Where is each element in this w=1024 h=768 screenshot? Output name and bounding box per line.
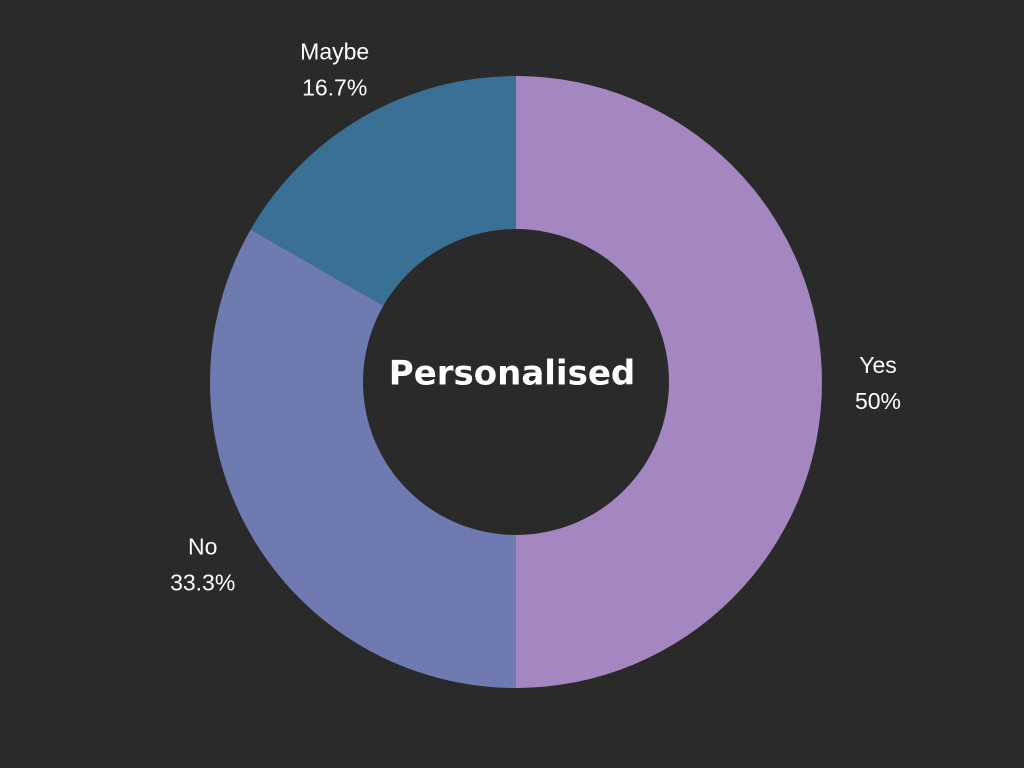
slice-name: Yes (859, 352, 897, 378)
slice-name: No (188, 533, 217, 559)
donut-hole (363, 229, 669, 535)
labels-group: Yes 50% No 33.3% Maybe 16.7% (170, 39, 901, 596)
slice-percent: 33.3% (170, 569, 235, 595)
slice-label-no: No 33.3% (170, 533, 235, 595)
slice-label-yes: Yes 50% (855, 352, 901, 414)
slice-name: Maybe (300, 39, 369, 65)
slice-label-maybe: Maybe 16.7% (300, 39, 369, 101)
slice-percent: 16.7% (302, 75, 367, 101)
slice-percent: 50% (855, 388, 901, 414)
chart-title: Personalised (389, 354, 635, 394)
